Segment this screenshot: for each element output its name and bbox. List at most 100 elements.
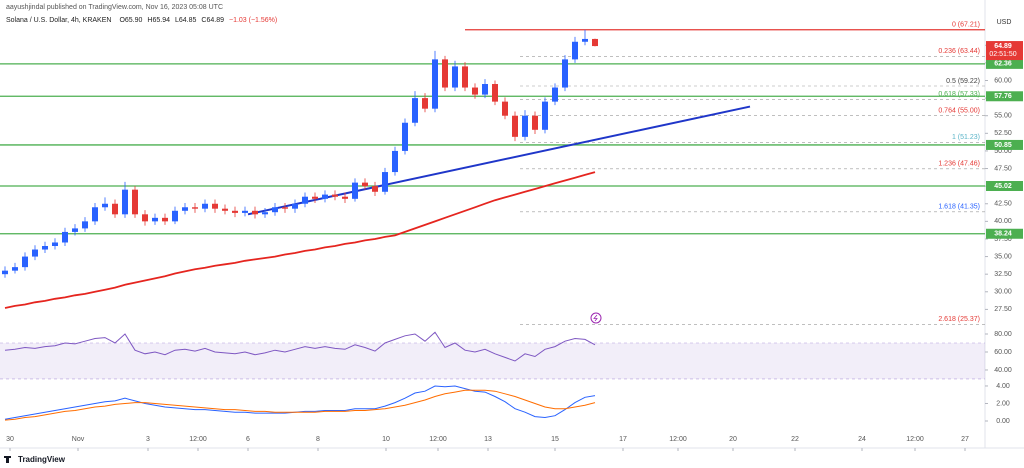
level-tag (986, 228, 1023, 239)
y-tick-label: 32.50 (994, 271, 1012, 278)
x-tick-label: 8 (316, 436, 320, 443)
candle-body (402, 122, 408, 151)
candle-body (412, 98, 418, 123)
candle-body (352, 182, 358, 199)
level-tag-label: 50.85 (994, 142, 1012, 149)
y-tick-label: 37.50 (994, 236, 1012, 243)
x-tick-label: 15 (551, 436, 559, 443)
moving-average (4, 171, 596, 309)
candle-body (292, 203, 298, 209)
candle-body (82, 221, 88, 229)
fib-label: 0 (67.21) (952, 22, 980, 29)
fib-label: 0.5 (59.22) (946, 78, 980, 85)
x-tick-label: Nov (72, 436, 85, 443)
x-tick-label: 12:00 (669, 436, 687, 443)
candle-body (302, 196, 308, 204)
candle-body (62, 231, 68, 243)
logo-mark (4, 456, 11, 463)
y-tick-label: 35.00 (994, 253, 1012, 260)
currency: USD (997, 19, 1012, 26)
x-tick-label: 12:00 (906, 436, 924, 443)
y-tick-label: 42.50 (994, 201, 1012, 208)
candle-body (52, 242, 58, 247)
y-tick-label: 2.00 (996, 400, 1010, 407)
y-tick-label: 50.00 (994, 148, 1012, 155)
candle-body (2, 270, 8, 275)
candle-body (212, 203, 218, 209)
candle-body (522, 115, 528, 137)
x-tick-label: 12:00 (429, 436, 447, 443)
candle-body (272, 207, 278, 213)
candle-body (282, 207, 288, 209)
y-tick-label: 40.00 (994, 367, 1012, 374)
candle-body (152, 217, 158, 222)
fib-label: 0.236 (63.44) (938, 48, 980, 55)
candle-body (382, 172, 388, 192)
level-tag (986, 181, 1023, 192)
candle-body (122, 189, 128, 215)
legend-ohlc: O65.90 (119, 17, 142, 24)
candle-body (12, 267, 18, 271)
last-price-label: 64.89 (994, 43, 1012, 50)
candle-body (202, 203, 208, 209)
x-tick-label: 3 (146, 436, 150, 443)
candle-body (492, 84, 498, 102)
fib-label: 0.764 (55.00) (938, 108, 980, 115)
level-tag-label: 38.24 (994, 231, 1012, 238)
candle-body (422, 98, 428, 109)
publisher: aayushjindal published on TradingView.co… (6, 4, 223, 11)
y-tick-label: 55.00 (994, 113, 1012, 120)
fib-label: 1.236 (47.46) (938, 161, 980, 168)
candle-body (192, 207, 198, 209)
legend-ohlc: L64.85 (175, 17, 197, 24)
level-tag (986, 91, 1023, 102)
candle-body (362, 182, 368, 187)
candle-body (502, 101, 508, 116)
candle-body (532, 115, 538, 130)
y-tick-label: 80.00 (994, 331, 1012, 338)
candle-body (22, 256, 28, 268)
level-tag-label: 45.02 (994, 183, 1012, 190)
countdown: 02:51:50 (989, 51, 1016, 58)
candle-body (542, 101, 548, 130)
candle-body (592, 38, 598, 47)
candle-body (452, 66, 458, 88)
y-tick-label: 0.00 (996, 418, 1010, 425)
y-tick-label: 4.00 (996, 383, 1010, 390)
candle-body (562, 59, 568, 88)
candle-body (512, 115, 518, 137)
level-tag-label: 57.76 (994, 93, 1012, 100)
y-tick-label: 60.00 (994, 349, 1012, 356)
legend-ohlc: H65.94 (147, 17, 170, 24)
level-tag (986, 139, 1023, 150)
x-tick-label: 20 (729, 436, 737, 443)
candle-body (162, 217, 168, 222)
event-icon[interactable] (590, 312, 602, 324)
candle-body (322, 194, 328, 199)
last-price-tag (986, 41, 1023, 61)
fib-label: 1.618 (41.35) (938, 204, 980, 211)
y-tick-label: 27.50 (994, 306, 1012, 313)
candle-body (572, 41, 578, 60)
candle-body (102, 203, 108, 208)
candle-body (92, 207, 98, 222)
legend-ohlc: C64.89 (201, 17, 224, 24)
candle-body (232, 210, 238, 213)
y-tick-label: 47.50 (994, 165, 1012, 172)
x-tick-label: 17 (619, 436, 627, 443)
candle-body (472, 87, 478, 95)
trendline (247, 105, 751, 216)
level-tag-label: 62.36 (994, 61, 1012, 68)
candle-body (342, 196, 348, 199)
candle-body (182, 207, 188, 211)
event-bolt (593, 314, 598, 322)
y-tick-label: 52.50 (994, 130, 1012, 137)
candle-body (482, 84, 488, 95)
x-tick-label: 24 (858, 436, 866, 443)
x-tick-label: 12:00 (189, 436, 207, 443)
candle-body (372, 186, 378, 192)
candle-body (442, 59, 448, 88)
candle-body (582, 38, 588, 42)
